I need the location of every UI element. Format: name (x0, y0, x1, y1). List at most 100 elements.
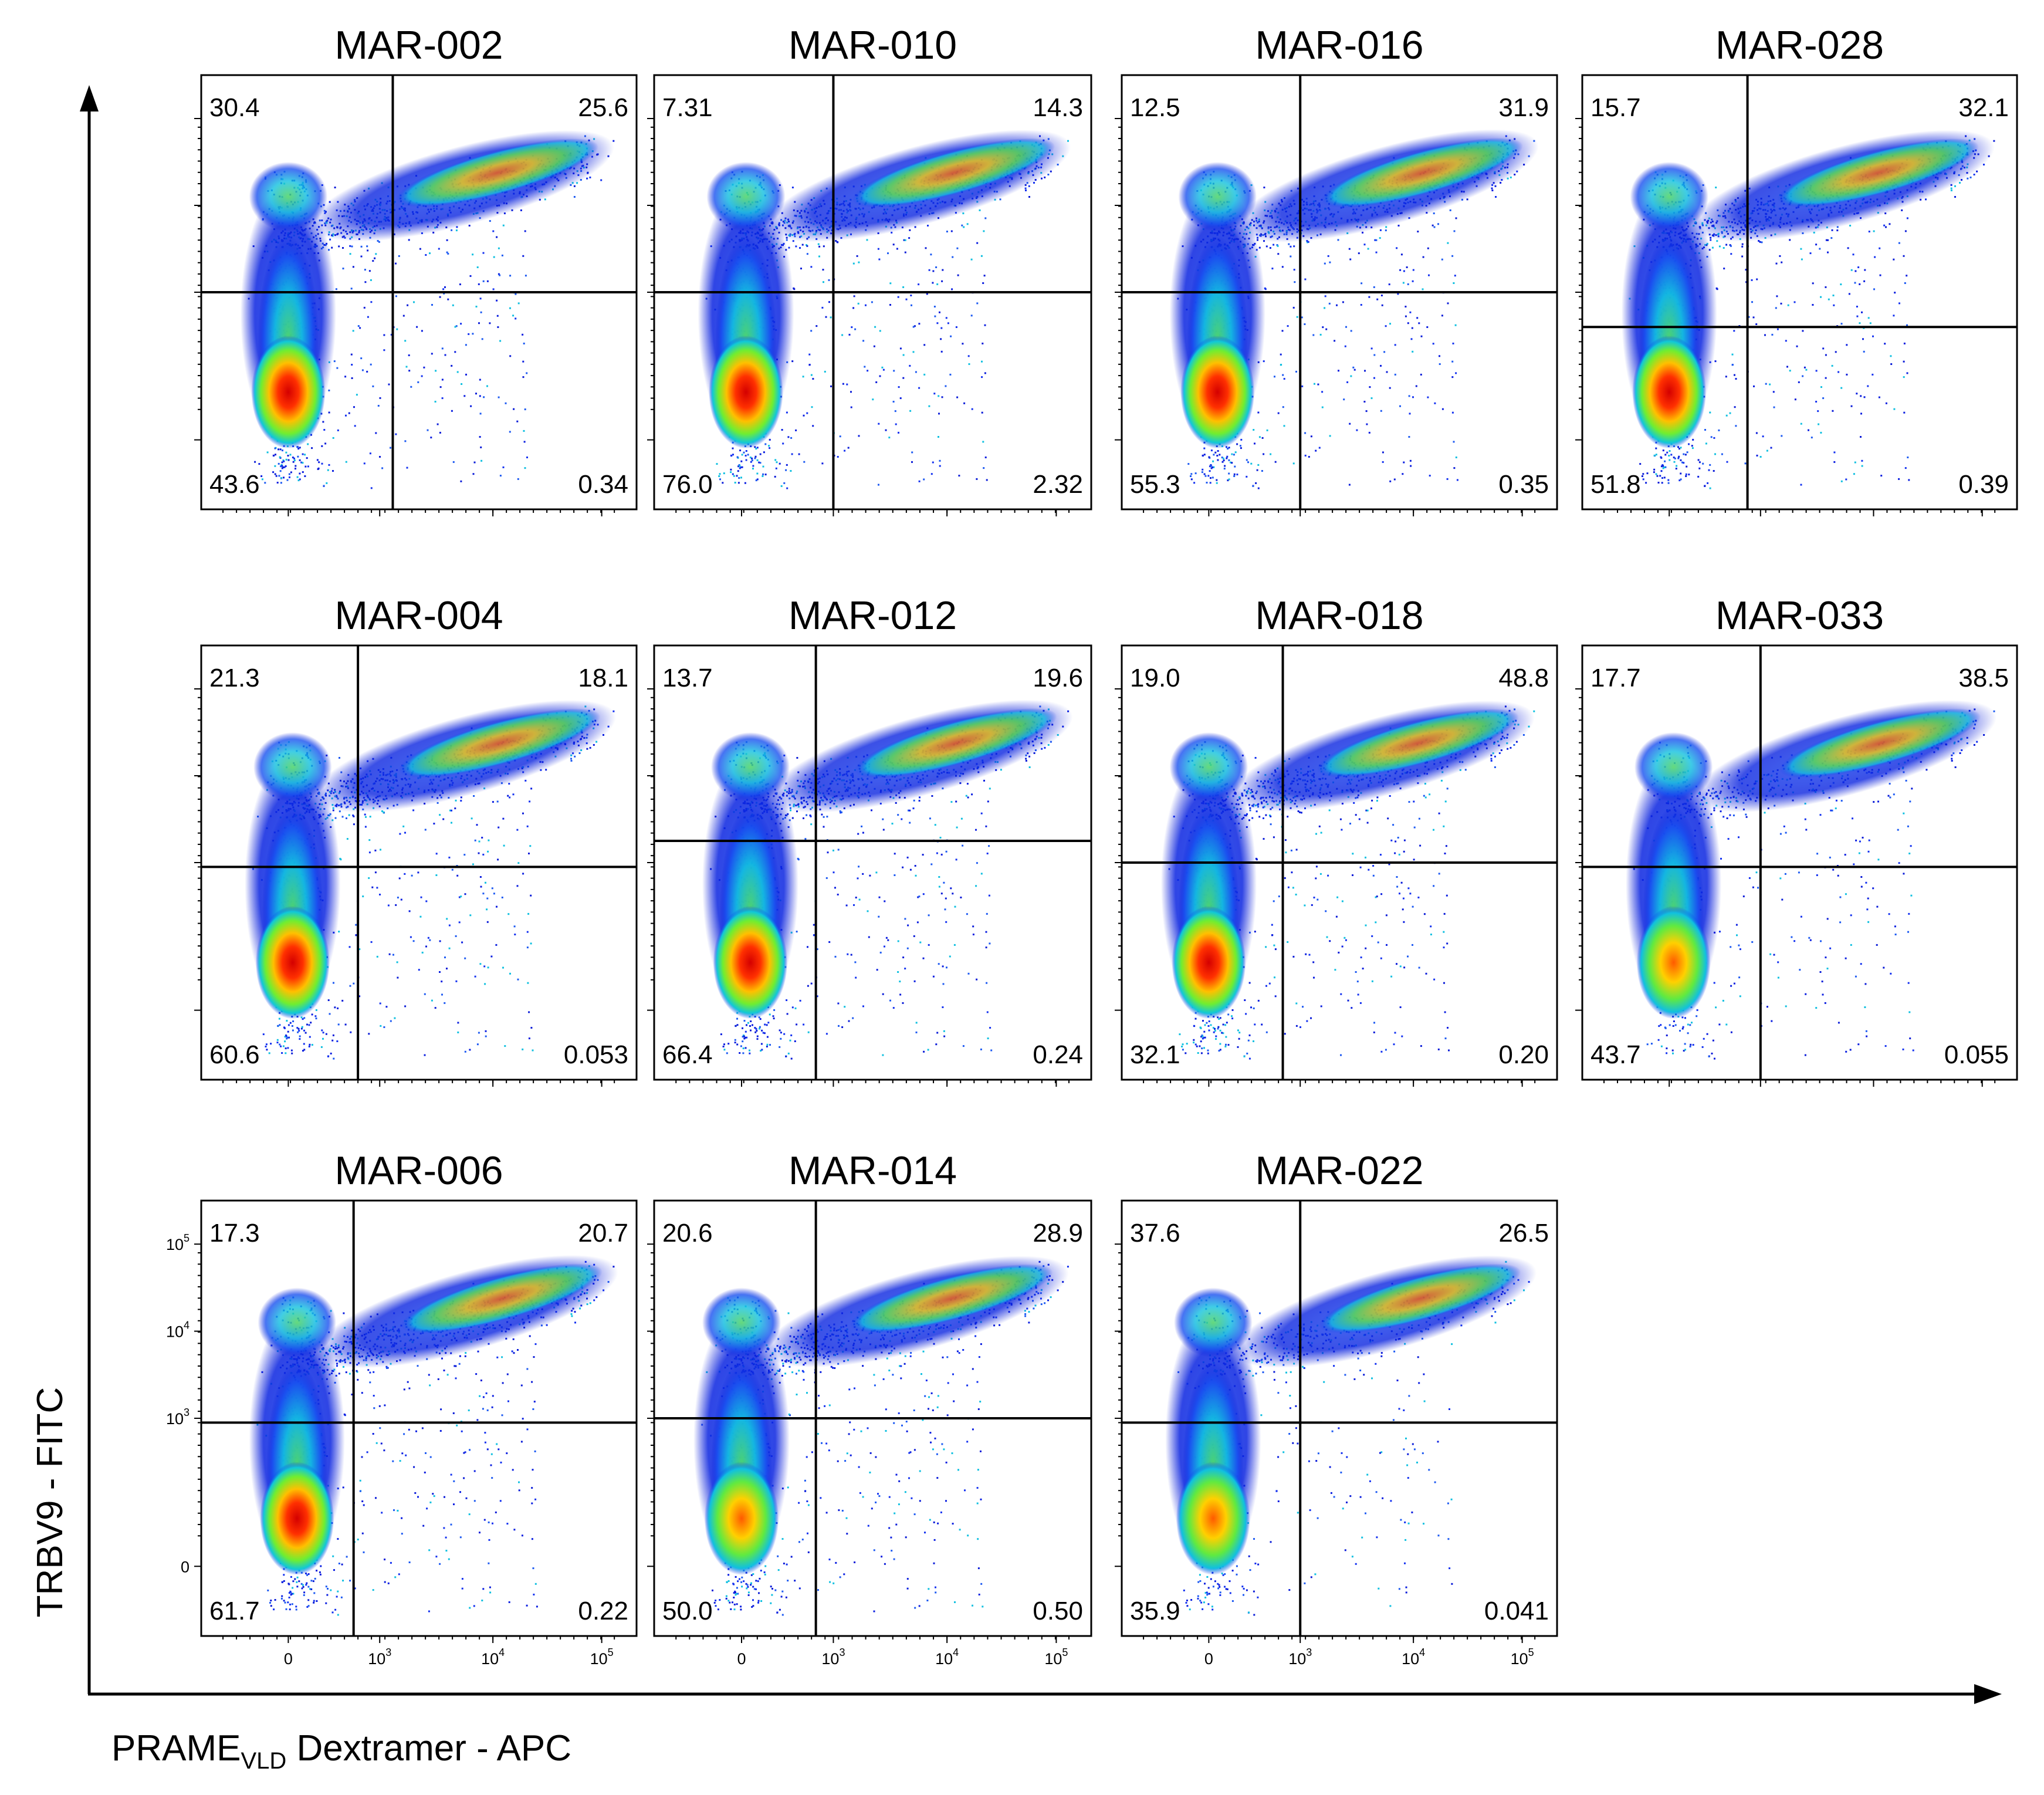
quadrant-upper-left: 15.7 (1590, 93, 1641, 122)
quadrant-upper-right: 26.5 (1498, 1219, 1549, 1248)
cell-events (698, 130, 1071, 489)
panel-mar-004: MAR-004 21.3 18.1 60.6 0.053 (194, 593, 638, 1087)
panel-title: MAR-033 (1715, 593, 1884, 638)
x-tick-label: 105 (1044, 1647, 1068, 1668)
panel-mar-028: MAR-028 15.7 32.1 51.8 0.39 (1575, 23, 2018, 516)
quadrant-upper-left: 37.6 (1130, 1219, 1180, 1248)
y-tick-label: 105 (166, 1232, 189, 1253)
quadrant-lower-right: 0.39 (1958, 470, 2009, 499)
quadrant-upper-left: 17.3 (209, 1219, 260, 1248)
quadrant-upper-right: 19.6 (1033, 664, 1083, 692)
quadrant-lower-left: 50.0 (662, 1597, 713, 1625)
cell-events (249, 1255, 618, 1616)
quadrant-upper-left: 12.5 (1130, 93, 1180, 122)
quadrant-lower-right: 2.32 (1033, 470, 1083, 499)
y-tick-label: 0 (181, 1558, 189, 1576)
axis-ticks (1575, 118, 1996, 516)
cell-events (693, 1256, 1069, 1616)
x-axis-label-subscript: VLD (241, 1748, 286, 1774)
cell-events (240, 130, 615, 489)
cell-events (1621, 130, 1995, 489)
x-tick-label: 103 (368, 1647, 391, 1668)
panel-title: MAR-002 (334, 23, 503, 67)
cell-events (1169, 129, 1539, 489)
panel-title: MAR-016 (1255, 23, 1423, 67)
quadrant-lower-left: 60.6 (209, 1040, 260, 1069)
cell-events (1165, 1255, 1537, 1616)
quadrant-lower-left: 66.4 (662, 1040, 713, 1069)
quadrant-lower-right: 0.053 (564, 1040, 628, 1069)
panel-mar-016: MAR-016 12.5 31.9 55.3 0.35 (1115, 23, 1558, 516)
quadrant-lower-left: 55.3 (1130, 470, 1180, 499)
quadrant-upper-left: 13.7 (662, 664, 713, 692)
quadrant-upper-left: 21.3 (209, 664, 260, 692)
panel-title: MAR-028 (1715, 23, 1884, 67)
panel-title: MAR-014 (789, 1148, 957, 1193)
quadrant-upper-left: 30.4 (209, 93, 260, 122)
x-tick-label: 103 (821, 1647, 845, 1668)
quadrant-lower-right: 0.50 (1033, 1597, 1083, 1625)
x-axis-arrowhead (1974, 1684, 2002, 1704)
cell-events (1626, 700, 1997, 1060)
quadrant-upper-right: 20.7 (578, 1219, 628, 1248)
quadrant-lower-left: 51.8 (1590, 470, 1641, 499)
quadrant-lower-left: 35.9 (1130, 1597, 1180, 1625)
panel-grid: MAR-002 30.4 25.6 43.6 0.34 MAR-010 7.31 14.3 76… (166, 23, 2018, 1668)
panel-title: MAR-004 (334, 593, 503, 638)
quadrant-upper-left: 17.7 (1590, 664, 1641, 692)
quadrant-lower-right: 0.041 (1484, 1597, 1549, 1625)
axis-ticks (1115, 1243, 1536, 1643)
x-tick-label: 0 (737, 1650, 746, 1668)
panel-mar-022: MAR-022 37.6 26.5 35.9 0.041 0 103 104 105 (1115, 1148, 1558, 1668)
quadrant-upper-right: 18.1 (578, 664, 628, 692)
y-tick-label: 103 (166, 1407, 189, 1428)
panel-mar-033: MAR-033 17.7 38.5 43.7 0.055 (1575, 593, 2018, 1087)
x-tick-label: 105 (1511, 1647, 1534, 1668)
panel-mar-006: MAR-006 17.3 20.7 61.7 0.22 0 103 104 105 0 103 104… (166, 1148, 638, 1668)
x-tick-label: 104 (935, 1647, 959, 1668)
quadrant-upper-right: 25.6 (578, 93, 628, 122)
quadrant-upper-left: 19.0 (1130, 664, 1180, 692)
panel-title: MAR-010 (789, 23, 957, 67)
axis-ticks (647, 688, 1070, 1087)
quadrant-lower-right: 0.055 (1944, 1040, 2009, 1069)
y-axis-arrowhead (80, 85, 99, 111)
axis-ticks (194, 688, 615, 1087)
panel-title: MAR-012 (789, 593, 957, 638)
axis-ticks (1575, 688, 1996, 1087)
quadrant-lower-left: 43.7 (1590, 1040, 1641, 1069)
axis-ticks (194, 118, 615, 516)
quadrant-lower-left: 32.1 (1130, 1040, 1180, 1069)
panel-mar-010: MAR-010 7.31 14.3 76.0 2.32 (647, 23, 1092, 516)
axis-ticks (1115, 688, 1536, 1087)
x-tick-label: 0 (1204, 1650, 1213, 1668)
x-tick-label: 103 (1288, 1647, 1312, 1668)
quadrant-lower-right: 0.22 (578, 1597, 628, 1625)
cell-events (1160, 700, 1535, 1060)
axis-ticks (647, 118, 1070, 516)
panel-mar-018: MAR-018 19.0 48.8 32.1 0.20 (1115, 593, 1558, 1087)
quadrant-lower-right: 0.34 (578, 470, 628, 499)
x-axis-label-rest: Dextramer - APC (286, 1728, 571, 1769)
x-tick-label: 105 (590, 1647, 614, 1668)
quadrant-upper-right: 38.5 (1958, 664, 2009, 692)
quadrant-upper-right: 32.1 (1958, 93, 2009, 122)
quadrant-lower-left: 43.6 (209, 470, 260, 499)
quadrant-upper-right: 28.9 (1033, 1219, 1083, 1248)
quadrant-upper-right: 31.9 (1498, 93, 1549, 122)
panel-mar-014: MAR-014 20.6 28.9 50.0 0.50 0 103 104 105 (647, 1148, 1092, 1668)
quadrant-lower-right: 0.20 (1498, 1040, 1549, 1069)
quadrant-upper-right: 14.3 (1033, 93, 1083, 122)
quadrant-upper-left: 20.6 (662, 1219, 713, 1248)
x-tick-label: 0 (284, 1650, 293, 1668)
quadrant-lower-right: 0.35 (1498, 470, 1549, 499)
y-tick-label: 104 (166, 1320, 189, 1341)
axis-ticks (647, 1243, 1070, 1643)
panel-mar-002: MAR-002 30.4 25.6 43.6 0.34 (194, 23, 638, 516)
axis-ticks (1115, 118, 1536, 516)
panel-title: MAR-006 (334, 1148, 503, 1193)
x-axis-label-main: PRAME (111, 1728, 241, 1769)
x-axis-label: PRAMEVLD Dextramer - APC (111, 1728, 571, 1774)
quadrant-lower-left: 76.0 (662, 470, 713, 499)
